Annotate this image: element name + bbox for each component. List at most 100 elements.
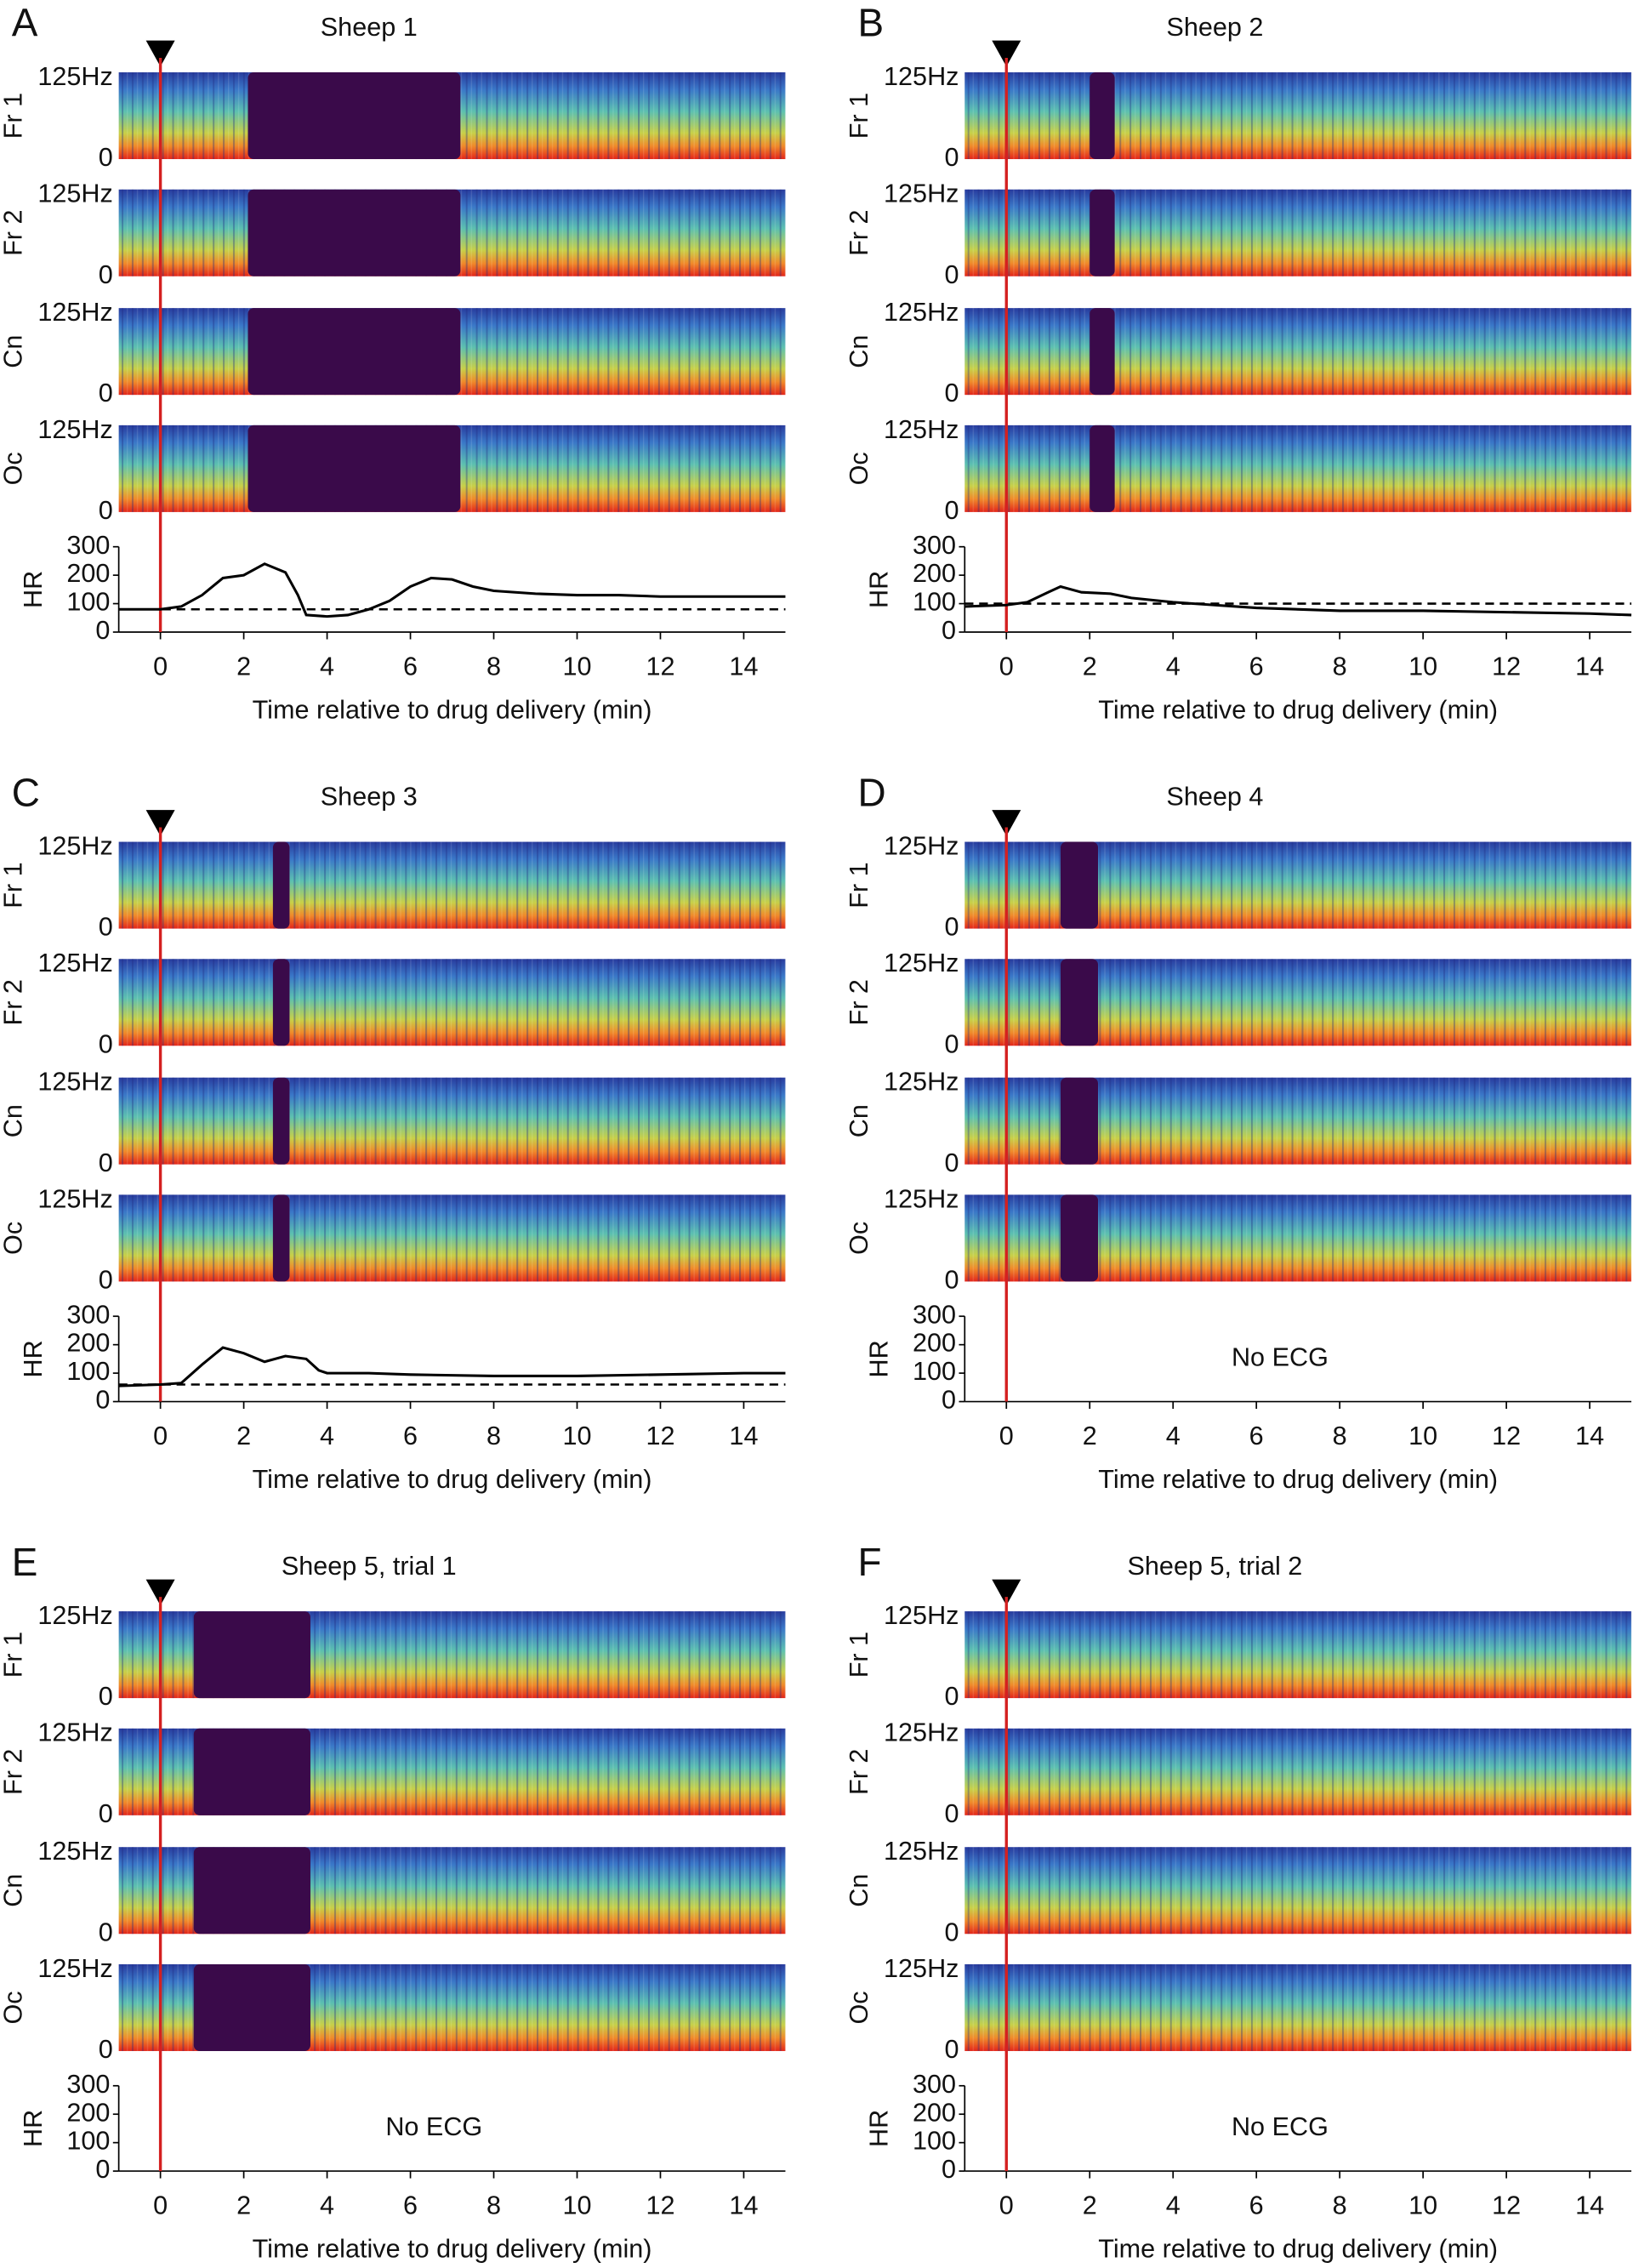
x-tick-label: 12 [1492,652,1521,681]
x-tick-label: 8 [486,2191,501,2220]
freq-tick-label: 125Hz [37,62,112,91]
freq-tick-label: 0 [944,1148,959,1177]
x-tick-label: 0 [153,1422,168,1450]
x-axis-label: Time relative to drug delivery (min) [253,2235,652,2264]
x-tick-label: 4 [320,652,334,681]
x-tick-label: 12 [646,1422,674,1450]
x-tick-label: 14 [729,652,758,681]
panel-title: Sheep 4 [1166,783,1263,812]
spectrogram-texture [964,72,1632,160]
y-tick-label: 0 [942,2155,956,2184]
suppression-region [1060,1077,1099,1165]
x-tick-label: 4 [320,1422,334,1450]
freq-tick-label: 125Hz [884,62,959,91]
y-axis-label: HR [865,1340,894,1377]
freq-tick-label: 125Hz [37,1837,112,1866]
suppression-region [272,1077,290,1165]
panel: D Sheep 4 Fr 1 125Hz 0 Fr 2 125Hz 0 Cn 125Hz 0 Oc 12… [845,770,1632,1494]
suppression-region [248,72,461,160]
freq-tick-label: 0 [99,143,113,172]
spectrogram-texture [118,841,786,929]
spectrogram-texture [118,1194,786,1282]
channel-label: Fr 1 [0,1632,27,1678]
freq-tick-label: 125Hz [37,1184,112,1213]
freq-tick-label: 125Hz [37,1601,112,1630]
panel-title: Sheep 2 [1166,13,1263,42]
freq-tick-label: 0 [99,1029,113,1058]
x-tick-label: 14 [1575,1422,1604,1450]
panel: A Sheep 1 Fr 1 125Hz 0 Fr 2 125Hz 0 Cn 125Hz 0 Oc 12… [0,1,786,725]
freq-tick-label: 125Hz [884,1184,959,1213]
freq-tick-label: 125Hz [37,1068,112,1097]
panel-title: Sheep 5, trial 2 [1128,1552,1303,1581]
hr-line [118,1346,786,1388]
x-axis-label: Time relative to drug delivery (min) [253,696,652,725]
panel-letter: F [857,1540,881,1584]
hr-line [964,584,1632,617]
drug-delivery-marker [992,1579,1021,1606]
spectrogram-texture [964,1847,1632,1935]
channel-label: Fr 2 [0,1749,27,1795]
panel-title: Sheep 5, trial 1 [282,1552,457,1581]
y-tick-label: 0 [942,1386,956,1415]
freq-tick-label: 0 [944,2035,959,2064]
x-tick-label: 14 [729,2191,758,2220]
x-tick-label: 10 [562,1422,591,1450]
x-tick-label: 10 [1408,2191,1437,2220]
y-tick-label: 200 [913,2098,956,2127]
suppression-region [1060,1194,1099,1282]
channel-label: Cn [0,1874,27,1907]
y-tick-label: 200 [66,1329,110,1358]
suppression-region [1090,308,1115,396]
spectrogram-texture [964,308,1632,396]
y-tick-label: 100 [913,588,956,617]
channel-label: Oc [0,452,27,485]
freq-tick-label: 125Hz [884,1068,959,1097]
x-tick-label: 0 [999,652,1014,681]
channel-label: Cn [0,1104,27,1137]
freq-tick-label: 0 [944,260,959,289]
freq-tick-label: 0 [944,1029,959,1058]
panel: B Sheep 2 Fr 1 125Hz 0 Fr 2 125Hz 0 Cn 125Hz 0 Oc 12… [845,1,1632,725]
channel-label: Oc [845,1222,873,1255]
x-tick-label: 8 [486,1422,501,1450]
spectrogram-texture [964,425,1632,512]
suppression-region [272,959,290,1046]
x-tick-label: 10 [1408,652,1437,681]
x-tick-label: 4 [320,2191,334,2220]
x-tick-label: 8 [1333,652,1347,681]
panel-letter: D [857,770,885,814]
y-tick-label: 100 [913,1357,956,1386]
channel-label: Cn [0,335,27,368]
x-tick-label: 2 [1083,652,1097,681]
channel-label: Cn [845,335,873,368]
spectrogram-texture [118,959,786,1046]
x-tick-label: 0 [999,1422,1014,1450]
freq-tick-label: 125Hz [37,180,112,208]
panel-letter: E [12,1540,38,1584]
drug-delivery-marker [992,810,1021,836]
x-tick-label: 6 [403,652,418,681]
freq-tick-label: 0 [944,496,959,525]
y-tick-label: 0 [942,616,956,645]
freq-tick-label: 0 [944,1682,959,1711]
freq-tick-label: 0 [944,1799,959,1828]
freq-tick-label: 0 [99,1799,113,1828]
x-tick-label: 0 [999,2191,1014,2220]
freq-tick-label: 125Hz [37,415,112,444]
suppression-region [193,1963,310,2051]
spectrogram-texture [964,1611,1632,1699]
panel: F Sheep 5, trial 2 Fr 1 125Hz 0 Fr 2 125Hz 0 Cn 1… [845,1540,1632,2264]
drug-delivery-marker [145,1579,175,1606]
x-tick-label: 14 [1575,2191,1604,2220]
y-tick-label: 300 [913,2070,956,2099]
freq-tick-label: 0 [99,379,113,407]
suppression-region [248,425,461,512]
channel-label: Oc [845,452,873,485]
freq-tick-label: 0 [99,1682,113,1711]
y-axis-label: HR [19,1340,48,1377]
freq-tick-label: 0 [944,1266,959,1295]
x-tick-label: 10 [562,2191,591,2220]
y-axis-label: HR [19,2110,48,2147]
panel-letter: B [857,1,884,45]
